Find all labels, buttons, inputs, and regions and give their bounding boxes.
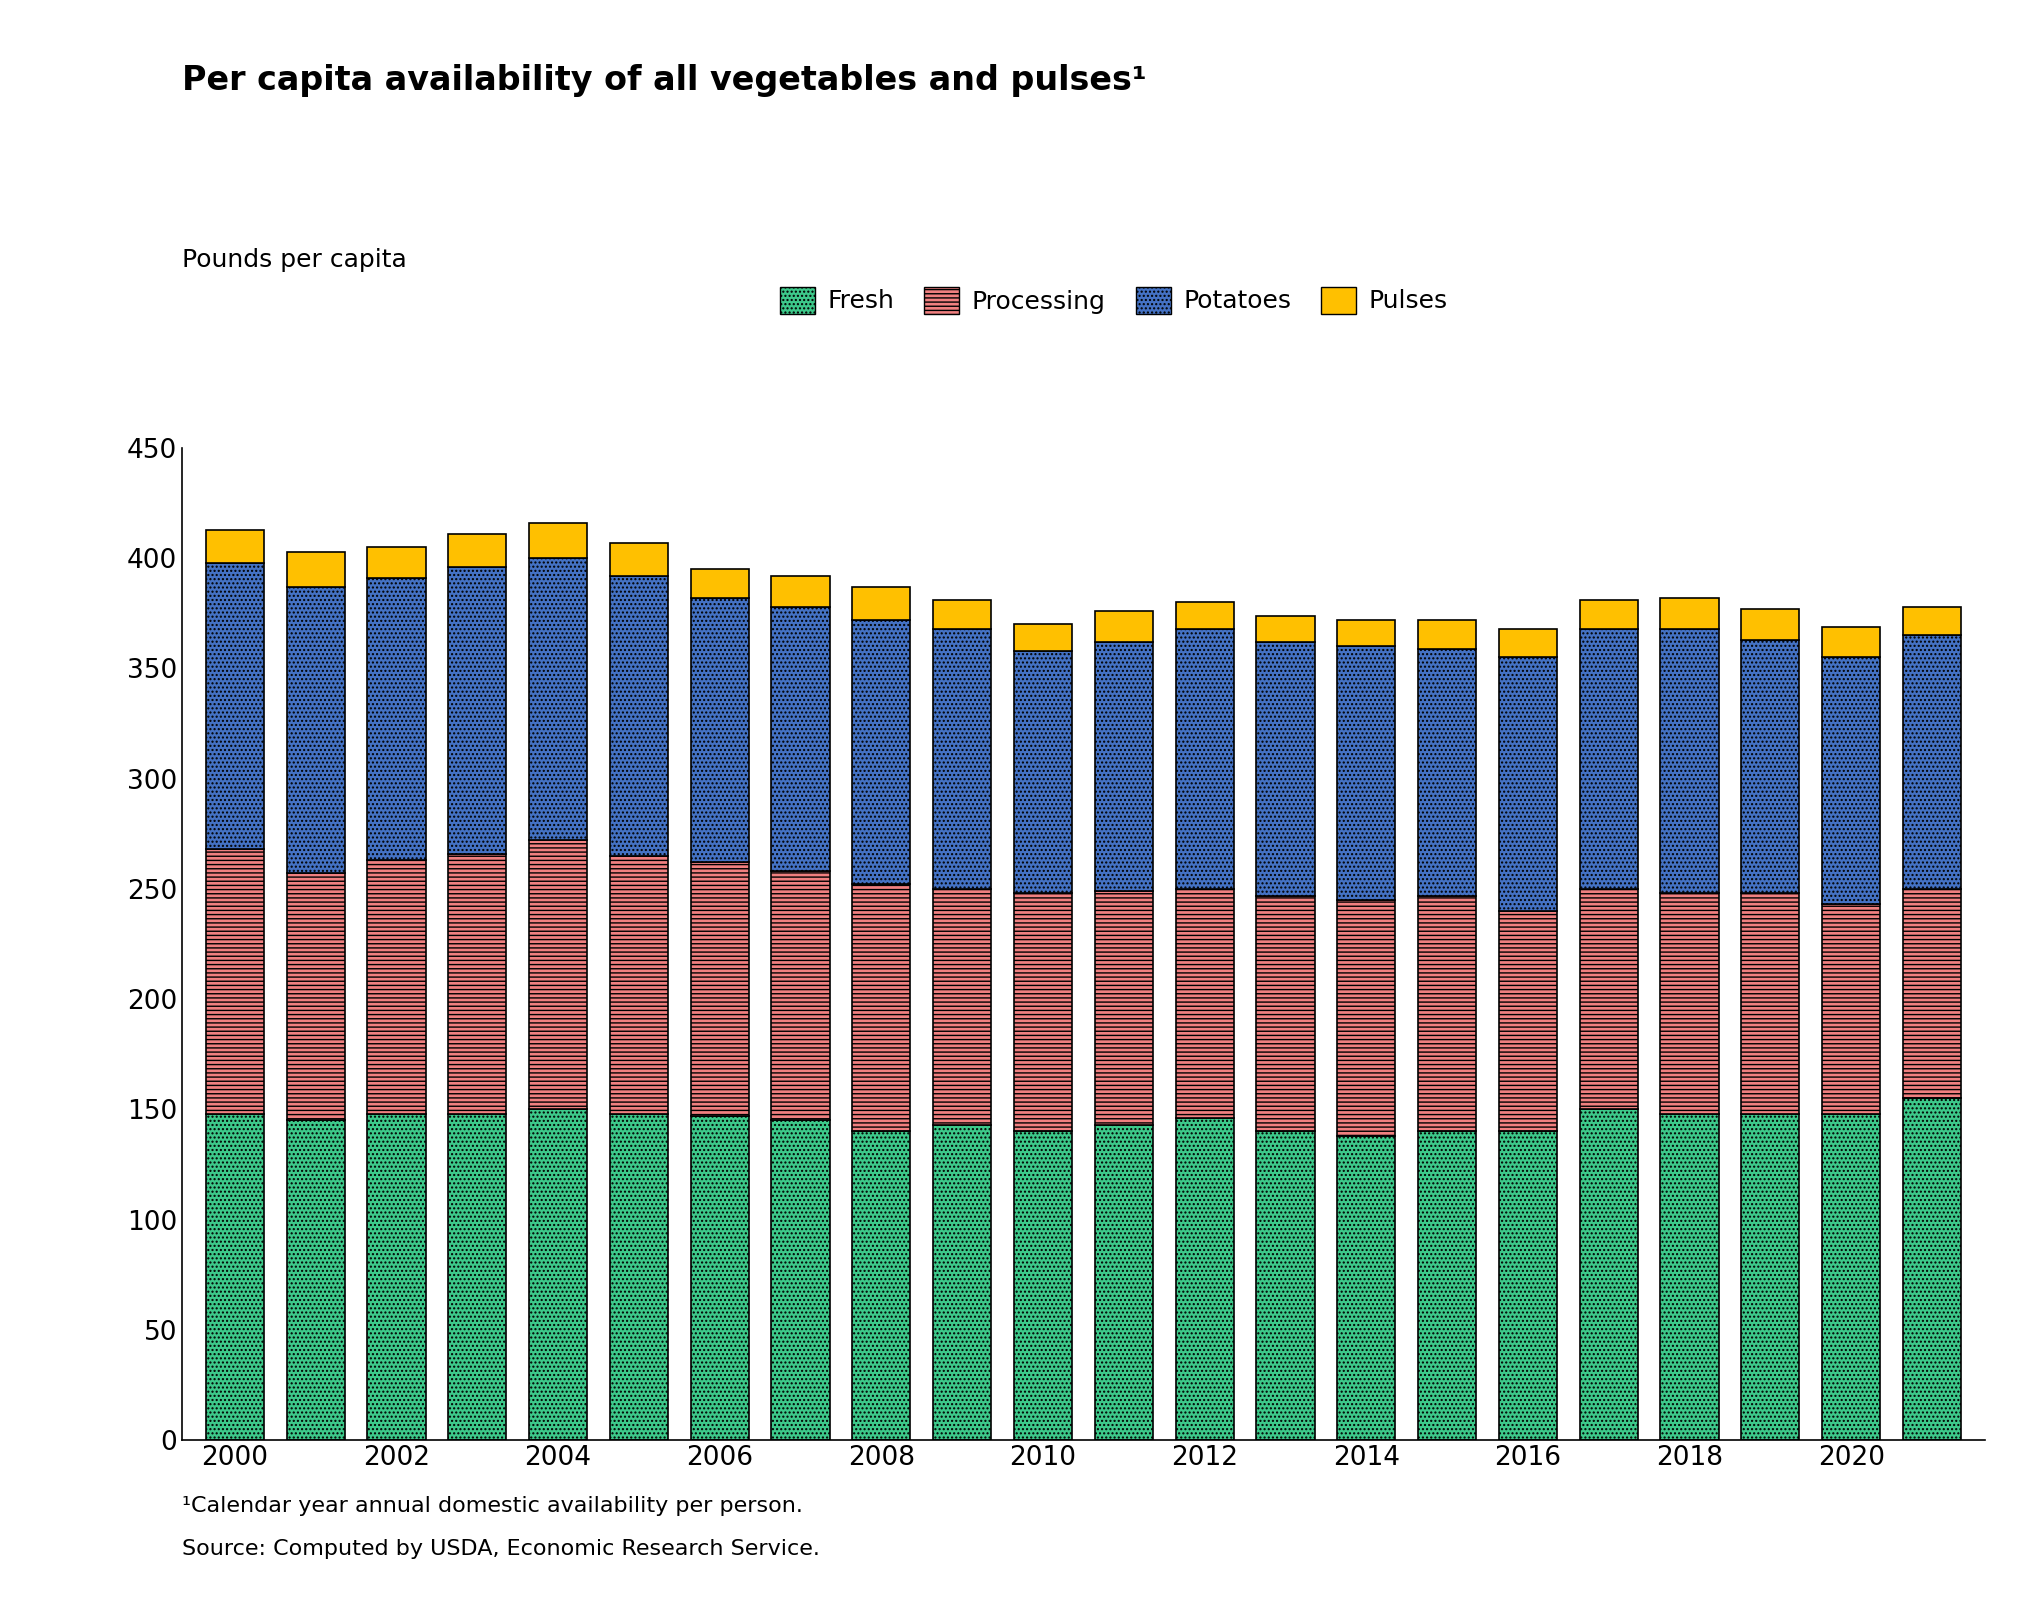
Bar bbox=[1904, 635, 1960, 890]
Bar bbox=[853, 619, 911, 885]
Bar bbox=[207, 530, 263, 563]
Bar bbox=[448, 566, 506, 854]
Bar bbox=[691, 570, 749, 598]
Bar bbox=[1822, 904, 1881, 1114]
Bar bbox=[1580, 629, 1638, 890]
Bar bbox=[1336, 646, 1395, 899]
Bar bbox=[1336, 619, 1395, 646]
Bar bbox=[934, 600, 992, 629]
Bar bbox=[1256, 896, 1314, 1131]
Bar bbox=[1660, 1114, 1719, 1440]
Bar bbox=[367, 861, 425, 1114]
Bar bbox=[1660, 893, 1719, 1114]
Bar bbox=[610, 1114, 668, 1440]
Bar bbox=[1822, 627, 1881, 658]
Bar bbox=[1580, 1109, 1638, 1440]
Bar bbox=[1418, 1131, 1476, 1440]
Bar bbox=[1096, 1125, 1152, 1440]
Bar bbox=[1498, 629, 1557, 658]
Bar bbox=[1174, 602, 1233, 629]
Text: Source: Computed by USDA, Economic Research Service.: Source: Computed by USDA, Economic Resea… bbox=[182, 1539, 820, 1558]
Bar bbox=[1418, 896, 1476, 1131]
Bar bbox=[691, 1115, 749, 1440]
Bar bbox=[772, 872, 830, 1120]
Bar bbox=[207, 1114, 263, 1440]
Bar bbox=[367, 578, 425, 861]
Bar bbox=[1660, 629, 1719, 893]
Bar bbox=[610, 856, 668, 1114]
Bar bbox=[529, 523, 587, 558]
Bar bbox=[529, 558, 587, 840]
Bar bbox=[1742, 610, 1800, 640]
Bar bbox=[286, 1120, 344, 1440]
Bar bbox=[772, 576, 830, 606]
Bar bbox=[934, 890, 992, 1125]
Text: ¹Calendar year annual domestic availability per person.: ¹Calendar year annual domestic availabil… bbox=[182, 1496, 804, 1517]
Bar bbox=[853, 1131, 911, 1440]
Bar bbox=[1256, 642, 1314, 896]
Bar bbox=[1015, 1131, 1071, 1440]
Legend: Fresh, Processing, Potatoes, Pulses: Fresh, Processing, Potatoes, Pulses bbox=[770, 277, 1458, 323]
Bar bbox=[207, 563, 263, 850]
Bar bbox=[934, 629, 992, 890]
Bar bbox=[1336, 899, 1395, 1136]
Bar bbox=[1580, 600, 1638, 629]
Bar bbox=[1418, 648, 1476, 896]
Text: Pounds per capita: Pounds per capita bbox=[182, 248, 407, 272]
Bar bbox=[529, 840, 587, 1109]
Bar bbox=[1498, 910, 1557, 1131]
Bar bbox=[1904, 1098, 1960, 1440]
Bar bbox=[1174, 629, 1233, 890]
Bar bbox=[853, 885, 911, 1131]
Bar bbox=[772, 1120, 830, 1440]
Bar bbox=[448, 1114, 506, 1440]
Bar bbox=[1742, 640, 1800, 893]
Bar bbox=[610, 542, 668, 576]
Bar bbox=[691, 862, 749, 1115]
Bar bbox=[367, 547, 425, 578]
Bar bbox=[1174, 890, 1233, 1118]
Bar bbox=[1256, 1131, 1314, 1440]
Bar bbox=[610, 576, 668, 856]
Bar bbox=[853, 587, 911, 619]
Bar bbox=[1742, 893, 1800, 1114]
Bar bbox=[207, 850, 263, 1114]
Bar bbox=[448, 854, 506, 1114]
Bar bbox=[1498, 658, 1557, 910]
Bar bbox=[1418, 619, 1476, 648]
Bar bbox=[1336, 1136, 1395, 1440]
Bar bbox=[1580, 890, 1638, 1109]
Bar bbox=[1096, 891, 1152, 1125]
Bar bbox=[286, 552, 344, 587]
Bar bbox=[286, 874, 344, 1120]
Bar bbox=[1096, 642, 1152, 891]
Bar bbox=[1822, 1114, 1881, 1440]
Bar bbox=[1498, 1131, 1557, 1440]
Bar bbox=[529, 1109, 587, 1440]
Bar bbox=[1660, 598, 1719, 629]
Bar bbox=[934, 1125, 992, 1440]
Bar bbox=[772, 606, 830, 872]
Bar bbox=[1174, 1118, 1233, 1440]
Bar bbox=[448, 534, 506, 566]
Bar bbox=[1015, 651, 1071, 893]
Bar bbox=[1015, 893, 1071, 1131]
Bar bbox=[367, 1114, 425, 1440]
Bar bbox=[1015, 624, 1071, 651]
Bar bbox=[1096, 611, 1152, 642]
Bar bbox=[286, 587, 344, 874]
Bar bbox=[1822, 658, 1881, 904]
Text: Per capita availability of all vegetables and pulses¹: Per capita availability of all vegetable… bbox=[182, 64, 1146, 98]
Bar bbox=[1904, 890, 1960, 1098]
Bar bbox=[691, 598, 749, 862]
Bar bbox=[1742, 1114, 1800, 1440]
Bar bbox=[1904, 606, 1960, 635]
Bar bbox=[1256, 616, 1314, 642]
